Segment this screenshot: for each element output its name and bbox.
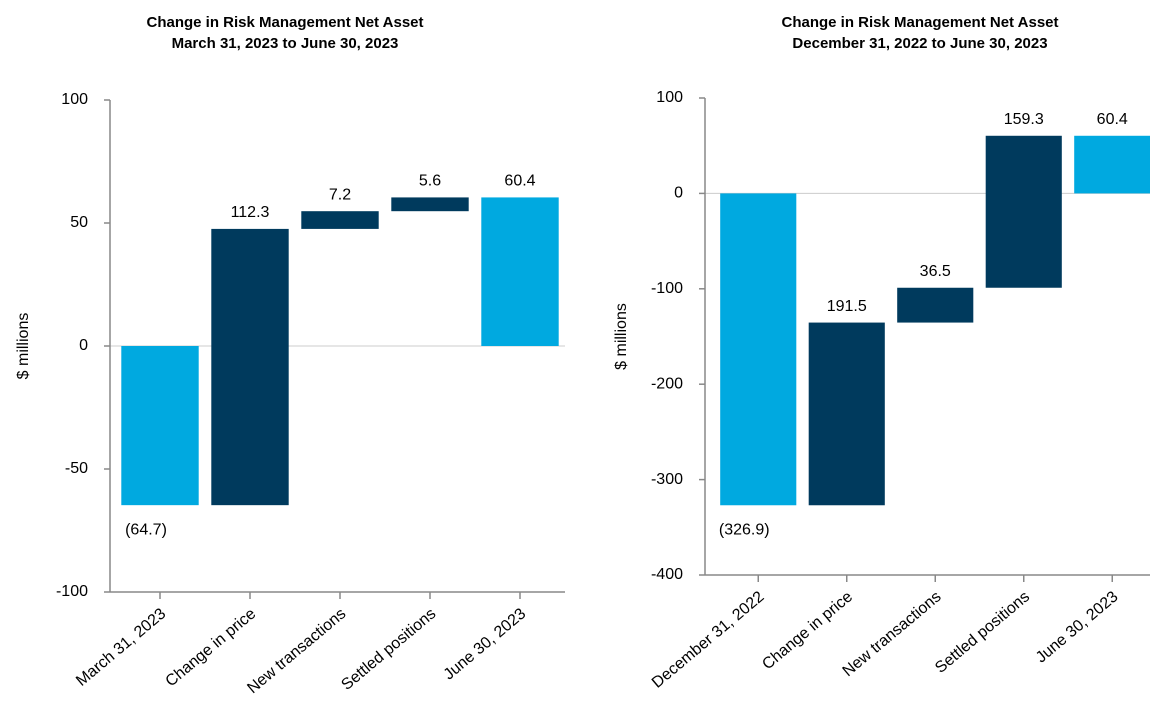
bar xyxy=(1074,135,1150,194)
y-tick-label: -100 xyxy=(651,280,683,297)
y-tick-label: 0 xyxy=(674,185,683,202)
x-tick-label: June 30, 2023 xyxy=(441,605,530,683)
bar xyxy=(897,287,974,323)
value-label: (64.7) xyxy=(125,521,167,538)
y-tick-label: 100 xyxy=(61,91,88,108)
x-tick-label: June 30, 2023 xyxy=(1033,588,1122,666)
y-tick-label: -100 xyxy=(56,583,88,600)
x-tick-label: March 31, 2023 xyxy=(73,605,169,690)
y-tick-label: 100 xyxy=(656,89,683,106)
value-label: 191.5 xyxy=(827,298,867,315)
x-tick-label: Change in price xyxy=(759,588,856,673)
x-tick-label: Settled positions xyxy=(338,605,439,694)
bar xyxy=(121,346,199,506)
x-tick-label: New transactions xyxy=(840,588,945,680)
chart-subtitle: March 31, 2023 to June 30, 2023 xyxy=(172,35,399,52)
x-tick-label: Settled positions xyxy=(932,588,1033,677)
x-tick-label: Change in price xyxy=(162,605,259,690)
chart-title: Change in Risk Management Net Asset xyxy=(146,14,423,31)
value-label: (326.9) xyxy=(719,521,770,538)
bar xyxy=(301,211,379,229)
y-axis-label: $ millions xyxy=(613,303,630,370)
chart-title: Change in Risk Management Net Asset xyxy=(781,14,1058,31)
value-label: 5.6 xyxy=(419,173,441,190)
y-tick-label: -400 xyxy=(651,566,683,583)
y-tick-label: -200 xyxy=(651,375,683,392)
value-label: 60.4 xyxy=(504,173,535,190)
y-tick-label: 0 xyxy=(79,337,88,354)
value-label: 60.4 xyxy=(1097,111,1128,128)
bar xyxy=(481,197,559,346)
value-label: 112.3 xyxy=(231,204,270,221)
value-label: 7.2 xyxy=(329,186,351,203)
y-tick-label: -300 xyxy=(651,471,683,488)
y-tick-label: 50 xyxy=(70,214,88,231)
bar xyxy=(391,197,469,212)
value-label: 159.3 xyxy=(1004,111,1044,128)
y-tick-label: -50 xyxy=(65,460,88,477)
x-tick-label: New transactions xyxy=(244,605,349,697)
bar xyxy=(211,228,289,506)
bar xyxy=(985,135,1062,288)
chart-subtitle: December 31, 2022 to June 30, 2023 xyxy=(792,35,1047,52)
bar xyxy=(720,193,797,506)
x-tick-label: December 31, 2022 xyxy=(649,588,768,691)
y-axis-label: $ millions xyxy=(15,313,32,380)
bar xyxy=(808,322,885,506)
value-label: 36.5 xyxy=(920,263,951,280)
